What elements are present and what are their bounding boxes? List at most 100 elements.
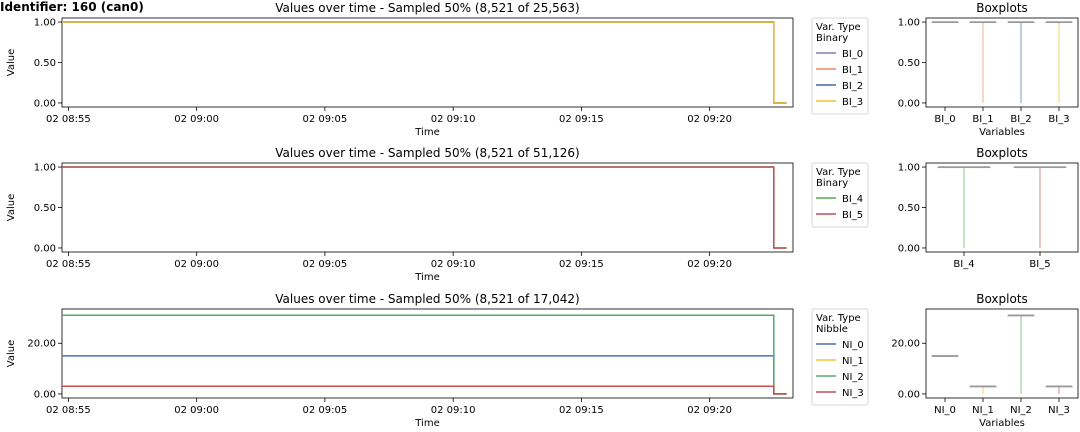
x-tick-label: 02 09:10: [431, 405, 476, 416]
x-tick-label: BI_3: [1048, 114, 1069, 125]
boxplot-chart-1: Boxplots 0.00 0.50 1.00 BI_0 BI_1 BI_2 BI_3 Vari…: [898, 1, 1079, 138]
boxplot-chart-2: Boxplots 0.00 0.50 1.00 BI_4 BI_5: [898, 146, 1079, 270]
boxplot-chart-3: Boxplots 0.00 20.00 NI_0 NI_1 NI_2 NI_3 Variabl…: [891, 292, 1079, 429]
legend-group: Nibble: [816, 324, 848, 335]
x-axis-label: Time: [414, 127, 439, 138]
x-tick-label: 02 08:55: [46, 405, 91, 416]
y-axis-label: Value: [6, 194, 17, 221]
series-line-BI_2: [62, 21, 787, 104]
axes-frame: [61, 308, 794, 399]
x-tick-label: 02 09:20: [687, 114, 732, 125]
legend-label-BI_1: BI_1: [842, 65, 863, 76]
series-line-BI_0: [62, 21, 787, 104]
y-tick-label: 0.00: [34, 98, 56, 109]
legend-box: [811, 308, 869, 406]
legend-label-NI_0: NI_0: [842, 340, 864, 351]
chart-title: Values over time - Sampled 50% (8,521 of…: [275, 146, 579, 160]
legend-label-BI_4: BI_4: [842, 194, 863, 205]
x-tick-label: 02 09:00: [174, 405, 219, 416]
chart-title: Values over time - Sampled 50% (8,521 of…: [275, 1, 579, 15]
legend-label-BI_2: BI_2: [842, 81, 863, 92]
x-tick-label: 02 09:05: [303, 405, 348, 416]
legend-label-BI_0: BI_0: [842, 49, 863, 60]
x-tick-label: BI_4: [953, 259, 974, 270]
timeseries-chart-3: Values over time - Sampled 50% (8,521 of…: [6, 292, 869, 429]
x-tick-label: 02 09:05: [303, 114, 348, 125]
x-tick-label: 02 09:05: [303, 259, 348, 270]
y-tick-label: 1.00: [34, 163, 56, 174]
y-tick-label: 0.00: [898, 389, 920, 400]
y-axis-label: Value: [6, 49, 17, 76]
series-line-NI_0: [62, 355, 787, 395]
y-tick-label: 1.00: [34, 18, 56, 29]
x-tick-label: 02 09:15: [559, 259, 604, 270]
legend-label-NI_1: NI_1: [842, 356, 864, 367]
series-line-NI_1: [62, 385, 787, 395]
legend-box: [811, 162, 869, 228]
x-axis-label: Variables: [979, 127, 1025, 138]
legend-title: Var. Type: [816, 167, 861, 178]
x-tick-label: 02 09:00: [174, 114, 219, 125]
timeseries-chart-1: Values over time - Sampled 50% (8,521 of…: [6, 1, 869, 138]
x-tick-label: BI_5: [1029, 259, 1050, 270]
x-tick-label: NI_0: [934, 405, 956, 416]
y-tick-label: 0.00: [34, 243, 56, 254]
figure-title: Identifier: 160 (can0): [0, 0, 144, 14]
x-tick-label: 02 09:15: [559, 114, 604, 125]
x-tick-label: 02 09:10: [431, 114, 476, 125]
legend-title: Var. Type: [816, 22, 861, 33]
chart-title: Boxplots: [976, 146, 1028, 160]
series-line-NI_3: [62, 385, 787, 395]
y-axis-label: Value: [6, 340, 17, 367]
axes-frame: [925, 17, 1079, 108]
y-tick-label: 1.00: [898, 18, 920, 29]
x-tick-label: 02 09:00: [174, 259, 219, 270]
axes-frame: [925, 162, 1079, 253]
chart-title: Boxplots: [976, 1, 1028, 15]
legend-box: [811, 17, 869, 115]
y-tick-label: 0.50: [34, 203, 56, 214]
x-tick-label: 02 09:10: [431, 259, 476, 270]
y-tick-label: 0.00: [898, 98, 920, 109]
x-tick-label: BI_1: [972, 114, 993, 125]
y-tick-label: 0.50: [898, 203, 920, 214]
x-tick-label: 02 08:55: [46, 114, 91, 125]
legend-group: Binary: [816, 33, 848, 44]
series-line-BI_3: [62, 21, 787, 104]
series-line-BI_5: [62, 166, 787, 249]
x-tick-label: NI_3: [1048, 405, 1070, 416]
axes-frame: [61, 162, 794, 253]
legend-title: Var. Type: [816, 313, 861, 324]
chart-title: Values over time - Sampled 50% (8,521 of…: [275, 292, 579, 306]
x-axis-label: Time: [414, 418, 439, 429]
series-line-NI_2: [62, 314, 787, 395]
x-tick-label: NI_1: [972, 405, 994, 416]
x-tick-label: 02 09:20: [687, 405, 732, 416]
x-axis-label: Variables: [979, 418, 1025, 429]
legend-label-BI_3: BI_3: [842, 97, 863, 108]
legend-label-NI_2: NI_2: [842, 372, 864, 383]
y-tick-label: 0.00: [34, 389, 56, 400]
x-tick-label: 02 09:20: [687, 259, 732, 270]
x-tick-label: 02 09:15: [559, 405, 604, 416]
y-tick-label: 20.00: [891, 339, 920, 350]
y-tick-label: 0.00: [898, 243, 920, 254]
legend-label-BI_5: BI_5: [842, 210, 863, 221]
series-line-BI_1: [62, 21, 787, 104]
series-line-BI_4: [62, 166, 787, 249]
y-tick-label: 0.50: [898, 58, 920, 69]
x-tick-label: NI_2: [1010, 405, 1032, 416]
chart-title: Boxplots: [976, 292, 1028, 306]
x-axis-label: Time: [414, 272, 439, 283]
axes-frame: [61, 17, 794, 108]
legend-label-NI_3: NI_3: [842, 388, 864, 399]
timeseries-chart-2: Values over time - Sampled 50% (8,521 of…: [6, 146, 869, 283]
y-tick-label: 1.00: [898, 163, 920, 174]
legend-group: Binary: [816, 178, 848, 189]
x-tick-label: 02 08:55: [46, 259, 91, 270]
y-tick-label: 20.00: [27, 339, 56, 350]
